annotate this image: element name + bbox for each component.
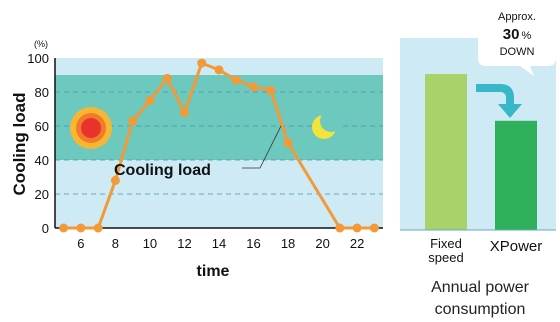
data-points (59, 58, 379, 233)
data-point (162, 73, 172, 83)
x-tick-label: 14 (212, 236, 226, 251)
callout-line3: DOWN (500, 46, 535, 58)
bar-label-fixed-line1: Fixed (430, 236, 462, 251)
y-tick-label: 80 (35, 85, 49, 100)
x-tick-label: 16 (246, 236, 260, 251)
x-tick-label: 8 (112, 236, 119, 251)
data-point (197, 58, 207, 68)
y-axis-label: Cooling load (10, 93, 29, 196)
data-point (76, 223, 86, 233)
x-tick-label: 18 (281, 236, 295, 251)
data-point (231, 75, 241, 85)
data-point (335, 223, 345, 233)
data-point (249, 82, 259, 92)
y-tick-label: 100 (27, 51, 49, 66)
data-point (59, 223, 69, 233)
data-point (179, 107, 189, 117)
series-label: Cooling load (114, 162, 211, 179)
y-tick-labels: 0 20 40 60 80 100 (27, 51, 49, 236)
data-point (352, 223, 362, 233)
series-label-leader (242, 125, 282, 169)
bar-fixed-speed (425, 74, 467, 230)
bars (425, 74, 537, 230)
x-tick-label: 20 (315, 236, 329, 251)
y-tick-label: 20 (35, 187, 49, 202)
y-unit-label: (%) (34, 39, 48, 49)
bar-label-fixed-line2: speed (428, 250, 463, 265)
bar-label-xpower: XPower (490, 238, 543, 255)
x-tick-labels: 6 8 10 12 14 16 18 20 22 (77, 236, 364, 251)
sun-icon (70, 107, 112, 149)
callout-value: 30 (503, 26, 520, 43)
x-tick-label: 6 (77, 236, 84, 251)
data-point (283, 138, 293, 148)
data-point (110, 175, 120, 185)
caption-line1: Annual power (431, 279, 530, 296)
y-tick-label: 40 (35, 153, 49, 168)
reduction-callout: Approx. 30% DOWN (478, 4, 556, 76)
data-point (145, 96, 155, 105)
y-tick-label: 0 (42, 221, 49, 236)
data-point (369, 223, 379, 233)
data-point (214, 65, 224, 75)
x-tick-label: 22 (350, 236, 364, 251)
down-arrow-icon (476, 84, 522, 118)
bar-xpower (495, 120, 537, 230)
y-tick-label: 60 (35, 119, 49, 134)
caption-line2: consumption (435, 301, 526, 318)
callout-unit: % (521, 30, 531, 42)
data-point (128, 116, 138, 126)
callout-value-line: 30% (503, 26, 532, 43)
data-point (93, 223, 103, 233)
moon-icon (312, 110, 342, 139)
data-point (266, 85, 276, 95)
x-tick-label: 12 (177, 236, 191, 251)
callout-line1: Approx. (498, 11, 536, 23)
x-tick-label: 10 (143, 236, 157, 251)
x-axis-label: time (197, 263, 230, 280)
